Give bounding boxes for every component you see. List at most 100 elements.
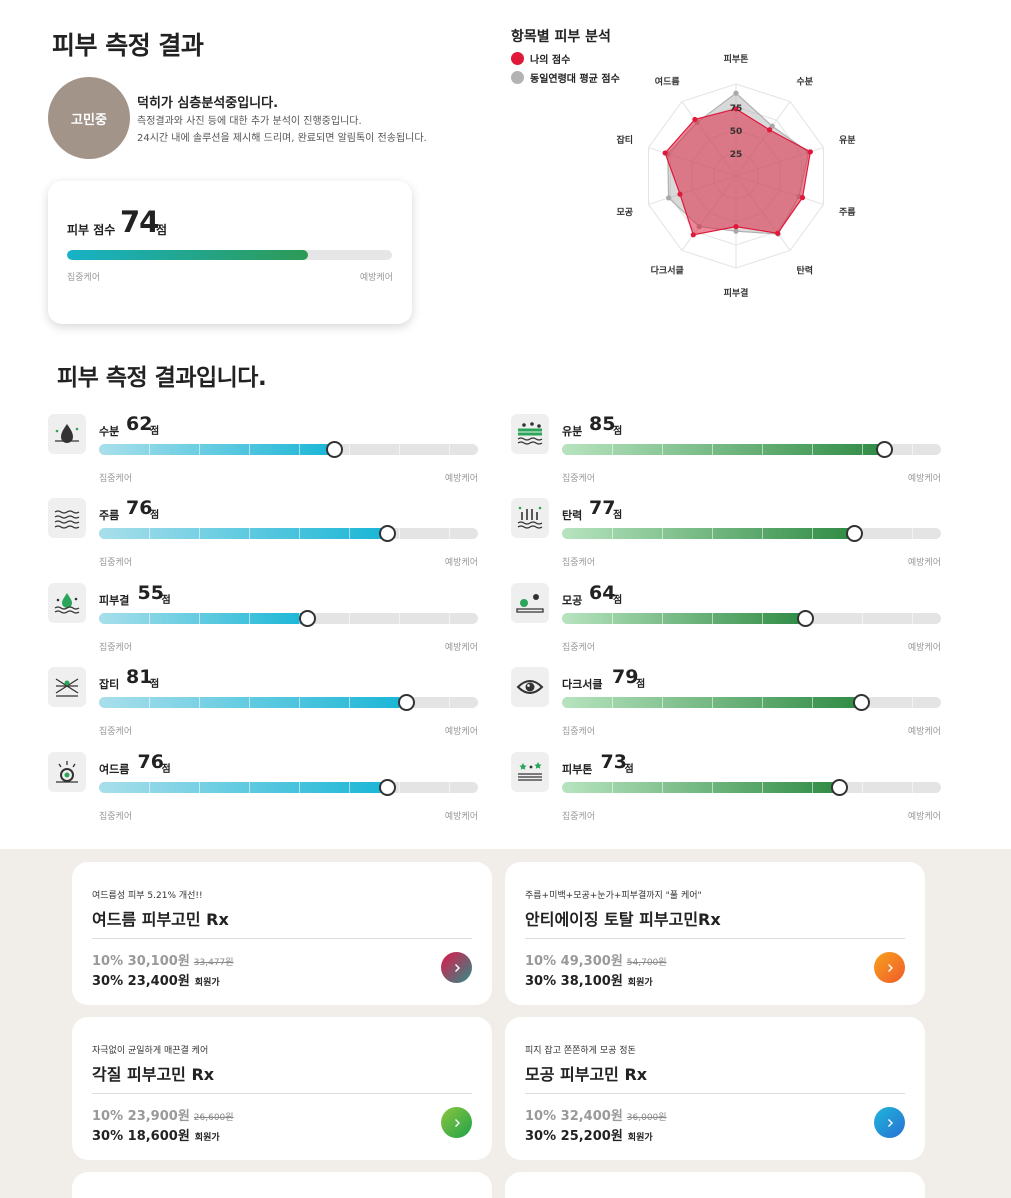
- bar-segment-divider: [912, 613, 913, 624]
- skin-score-bar-fill: [67, 250, 308, 260]
- radar-tick-label: 50: [730, 127, 743, 137]
- discount-percent: 10%: [525, 954, 557, 969]
- chevron-right-icon: [454, 1118, 460, 1127]
- metric-card: 유분 85 점 집중케어 예방케어: [511, 413, 951, 494]
- radar-point-average: [769, 123, 775, 129]
- bar-segment-divider: [149, 528, 150, 539]
- bar-segment-divider: [249, 697, 250, 708]
- product-go-button[interactable]: [441, 1107, 472, 1138]
- product-go-button[interactable]: [874, 952, 905, 983]
- metric-slider-handle[interactable]: [830, 779, 848, 796]
- price-row-member: 30% 23,400원 회원가: [92, 970, 220, 989]
- bar-segment-divider: [199, 613, 200, 624]
- texture-icon: [48, 583, 86, 623]
- metric-slider[interactable]: [562, 441, 941, 458]
- metric-left-label: 집중케어: [99, 558, 133, 568]
- bar-segment-divider: [349, 528, 350, 539]
- bar-segment-divider: [662, 782, 663, 793]
- metric-slider[interactable]: [99, 525, 478, 542]
- metric-slider[interactable]: [99, 610, 478, 627]
- legend-swatch-mine: [511, 52, 524, 65]
- product-go-button[interactable]: [874, 1107, 905, 1138]
- metric-label: 여드름: [99, 763, 130, 776]
- bar-segment-divider: [399, 528, 400, 539]
- member-price: 25,200원: [560, 1129, 623, 1144]
- metric-label: 탄력: [562, 509, 583, 522]
- metric-slider-handle[interactable]: [796, 610, 814, 627]
- avatar-status-text: 고민중: [71, 112, 107, 128]
- metric-left-label: 집중케어: [99, 727, 133, 737]
- metric-right-label: 예방케어: [444, 474, 478, 484]
- chevron-right-icon: [454, 963, 460, 972]
- bar-segment-divider: [762, 782, 763, 793]
- skin-score-label: 피부 점수: [67, 223, 116, 237]
- bar-segment-divider: [912, 528, 913, 539]
- metric-slider[interactable]: [562, 694, 941, 711]
- metric-unit: 점: [636, 679, 646, 690]
- product-card[interactable]: 여드름성 피부 5.21% 개선!! 여드름 피부고민 Rx 10% 30,10…: [72, 862, 492, 1005]
- metric-left-label: 집중케어: [562, 727, 596, 737]
- metric-slider-handle[interactable]: [379, 525, 397, 542]
- member-price: 38,100원: [560, 974, 623, 989]
- radar-point-mine: [690, 232, 696, 238]
- dark-circle-icon: [511, 667, 549, 707]
- discount-price: 30,100원: [127, 954, 190, 969]
- metric-score: 76: [137, 751, 164, 773]
- bar-segment-divider: [912, 782, 913, 793]
- metric-unit: 점: [624, 764, 634, 775]
- radar-point-mine: [662, 150, 668, 156]
- moisture-icon: [48, 414, 86, 454]
- metric-right-label: 예방케어: [907, 643, 941, 653]
- metric-slider-handle[interactable]: [876, 441, 894, 458]
- metric-slider[interactable]: [562, 779, 941, 796]
- metric-slider-fill: [562, 613, 913, 624]
- radar-point-mine: [799, 195, 806, 201]
- product-card[interactable]: 피지 잡고 쫀쫀하게 모공 정돈 모공 피부고민 Rx 10% 32,400원 3…: [505, 1017, 925, 1160]
- bar-segment-divider: [299, 444, 300, 455]
- metric-slider[interactable]: [562, 525, 941, 542]
- radar-point-mine: [807, 149, 813, 155]
- metric-slider-handle[interactable]: [853, 694, 871, 711]
- metric-slider[interactable]: [562, 610, 941, 627]
- radar-point-mine: [766, 127, 773, 133]
- product-name: 모공 피부고민 Rx: [525, 1065, 648, 1084]
- legend-swatch-average: [511, 71, 524, 84]
- radar-category-label: 탄력: [796, 265, 813, 277]
- original-price: 33,477원: [193, 958, 234, 968]
- member-price: 18,600원: [127, 1129, 190, 1144]
- metric-slider-fill: [99, 444, 450, 455]
- metric-label: 피부결: [99, 594, 130, 607]
- metric-score: 55: [137, 582, 164, 604]
- metric-slider-handle[interactable]: [397, 694, 415, 711]
- legend-item-mine: 나의 점수: [511, 51, 570, 66]
- legend-item-average: 동일연령대 평균 점수: [511, 70, 620, 85]
- skin-score-card: 피부 점수 74 점 집중케어 예방케어: [48, 181, 412, 324]
- bar-segment-divider: [299, 697, 300, 708]
- product-subtitle: 자극없이 균일하게 매끈결 케어: [92, 1046, 209, 1056]
- bar-segment-divider: [299, 782, 300, 793]
- metric-slider-handle[interactable]: [299, 610, 317, 627]
- product-card[interactable]: 주름+미백+모공+눈가+피부결까지 "풀 케어" 안티에이징 토탈 피부고민Rx…: [505, 862, 925, 1005]
- metric-slider[interactable]: [99, 441, 478, 458]
- member-price-label: 회원가: [627, 978, 653, 988]
- member-price-label: 회원가: [627, 1133, 653, 1143]
- radar-tick-label: 75: [730, 104, 743, 114]
- bar-segment-divider: [862, 613, 863, 624]
- member-discount-percent: 30%: [525, 974, 557, 989]
- product-go-button[interactable]: [441, 952, 472, 983]
- metric-score: 81: [126, 666, 153, 688]
- metric-card: 수분 62 점 집중케어 예방케어: [48, 413, 488, 494]
- product-card[interactable]: 자극없이 균일하게 매끈결 케어 각질 피부고민 Rx 10% 23,900원 2…: [72, 1017, 492, 1160]
- bar-segment-divider: [399, 444, 400, 455]
- bar-segment-divider: [762, 613, 763, 624]
- bar-segment-divider: [612, 528, 613, 539]
- original-price: 36,000원: [626, 1113, 667, 1123]
- metric-slider[interactable]: [99, 779, 478, 796]
- metric-slider[interactable]: [99, 694, 478, 711]
- metric-slider-handle[interactable]: [325, 441, 343, 458]
- metric-unit: 점: [613, 510, 623, 521]
- metric-slider-handle[interactable]: [379, 779, 397, 796]
- metric-slider-handle[interactable]: [845, 525, 863, 542]
- radar-title: 항목별 피부 분석: [511, 29, 611, 45]
